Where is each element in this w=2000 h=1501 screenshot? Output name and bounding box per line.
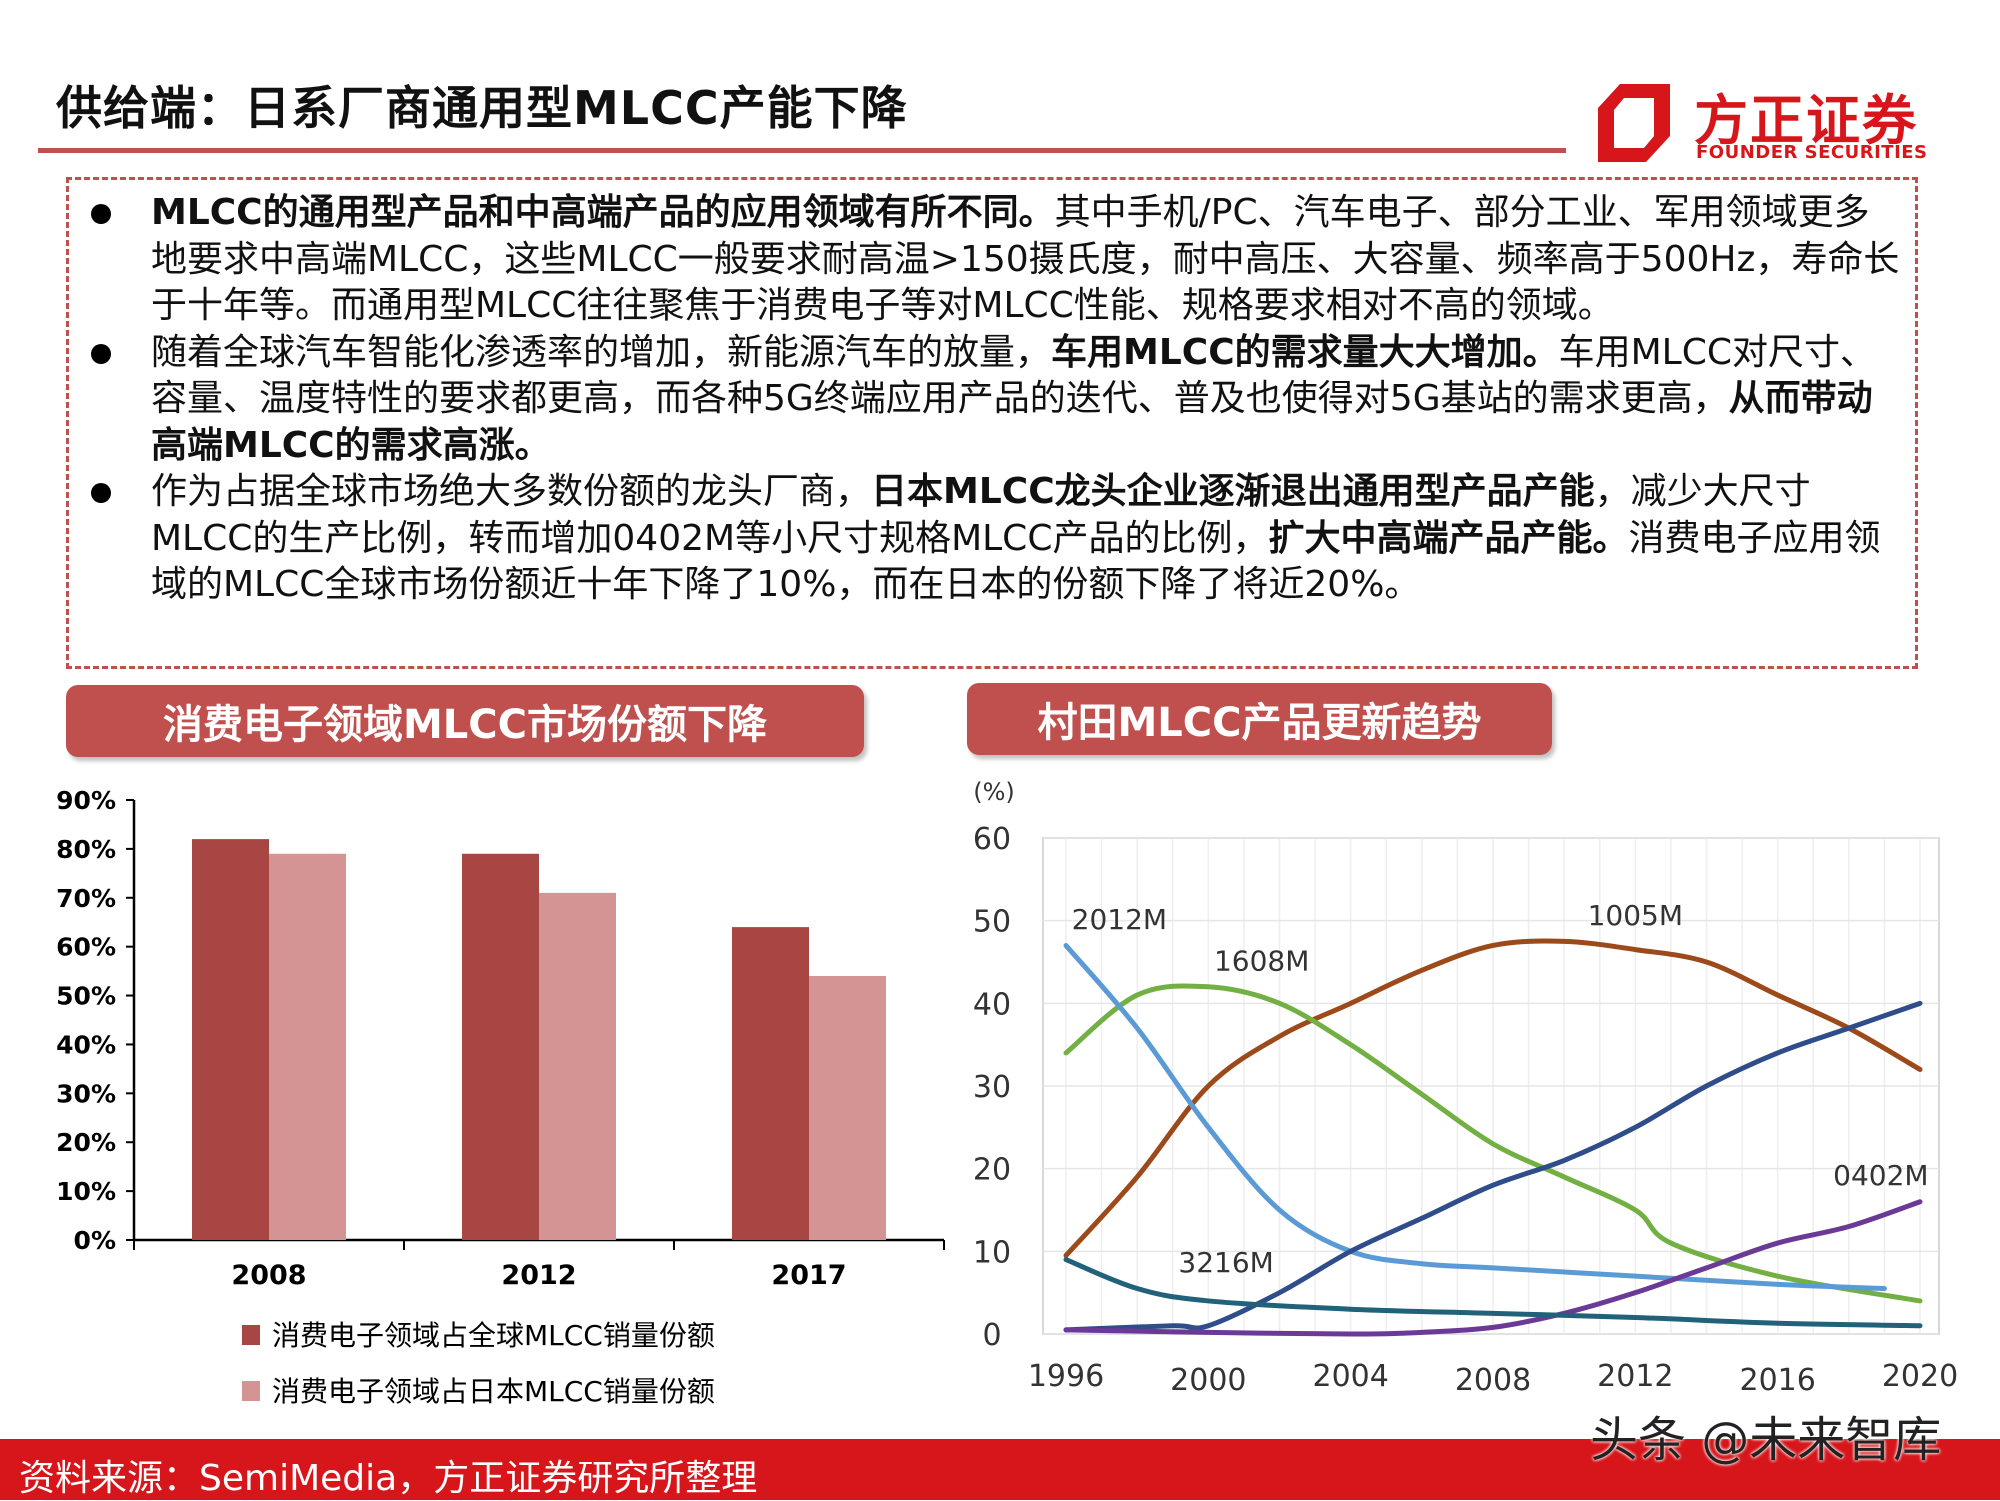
title-underline <box>38 148 1566 153</box>
bullet-dot-icon <box>91 204 111 224</box>
x-tick-label: 2008 <box>231 1260 306 1291</box>
x-tick-label: 2016 <box>1739 1363 1815 1398</box>
y-tick-label: 10% <box>56 1177 116 1206</box>
bullet-dot-icon <box>91 343 111 364</box>
x-tick-label: 2020 <box>1882 1359 1958 1394</box>
legend-label: 消费电子领域占全球MLCC销量份额 <box>272 1319 715 1352</box>
x-tick-label: 2012 <box>501 1260 576 1291</box>
page-title: 供给端：日系厂商通用型MLCC产能下降 <box>56 81 908 135</box>
section-title-right: 村田MLCC产品更新趋势 <box>967 683 1552 755</box>
y-tick-label: 50% <box>56 982 116 1011</box>
y-tick-label: 80% <box>56 835 116 864</box>
body-text: 其中手机/PC、汽车电子、部分工业、军用领域更多地要求中高端MLCC，这些MLC… <box>151 192 1900 326</box>
bold-text: 车用MLCC的需求量大大增加。 <box>1051 331 1559 373</box>
bar-2012-series-1 <box>539 892 616 1240</box>
footer-bar: 资料来源：SemiMedia，方正证券研究所整理 <box>0 1439 2000 1500</box>
y-tick-label: 0 <box>982 1318 1001 1353</box>
y-tick-label: 20 <box>973 1153 1011 1188</box>
body-text: 作为占据全球市场绝大多数份额的龙头厂商， <box>151 471 872 512</box>
y-tick-label: 10 <box>973 1235 1011 1270</box>
bar-2012-series-0 <box>462 853 539 1240</box>
series-label: 1608M <box>1214 944 1309 977</box>
bold-text: 扩大中高端产品产能。 <box>1268 517 1629 559</box>
bullet-dot-icon <box>91 483 111 503</box>
y-tick-label: 20% <box>56 1128 116 1157</box>
y-tick-label: 60% <box>56 933 116 962</box>
source-note: 资料来源：SemiMedia，方正证券研究所整理 <box>19 1458 758 1499</box>
y-tick-label: 40 <box>973 987 1011 1022</box>
bold-text: 日本MLCC龙头企业逐渐退出通用型产品产能 <box>871 471 1595 512</box>
x-tick-label: 2017 <box>771 1260 846 1291</box>
y-tick-label: 30% <box>56 1079 116 1108</box>
series-line-1608M <box>1063 983 1923 1304</box>
bullet-item: 作为占据全球市场绝大多数份额的龙头厂商，日本MLCC龙头企业逐渐退出通用型产品产… <box>85 469 1900 609</box>
section-title-left: 消费电子领域MLCC市场份额下降 <box>66 685 864 757</box>
series-label: 3216M <box>1178 1246 1273 1279</box>
logo-mark-icon <box>1598 84 1670 162</box>
bar-2017-series-0 <box>732 927 809 1240</box>
bold-text: 从而带动高端MLCC的需求高涨。 <box>151 378 1873 466</box>
x-tick-label: 2004 <box>1312 1359 1388 1394</box>
series-line-unlabeled <box>1063 1000 1923 1333</box>
x-tick-label: 2012 <box>1597 1359 1673 1394</box>
y-tick-label: 40% <box>56 1030 116 1059</box>
line-chart: 0 10 20 30 40 50 60 (%) 1996 2000 2004 2008 2012 2016… <box>973 778 1958 1398</box>
series-label: 1005M <box>1588 899 1683 932</box>
series-line-3216M <box>1063 1257 1923 1329</box>
x-tick-label: 2008 <box>1455 1363 1531 1398</box>
watermark: 头条 @未来智库 <box>1590 1412 1942 1468</box>
bullet-item: MLCC的通用型产品和中高端产品的应用领域有所不同。其中手机/PC、汽车电子、部… <box>85 190 1900 330</box>
series-label: 2012M <box>1072 903 1167 936</box>
bar-2008-series-0 <box>192 839 269 1240</box>
logo-text-cn: 方正证券 <box>1694 89 1918 152</box>
y-tick-label: 90% <box>56 786 116 815</box>
x-tick-label: 2000 <box>1170 1363 1246 1398</box>
bar-2017-series-1 <box>809 976 886 1240</box>
y-axis-unit: (%) <box>973 778 1015 806</box>
x-tick-label: 1996 <box>1028 1359 1104 1394</box>
y-tick-label: 30 <box>973 1070 1011 1105</box>
legend-swatch <box>242 1381 260 1401</box>
founder-securities-logo: 方正证券 FOUNDER SECURITIES <box>1598 76 1928 166</box>
y-tick-label: 0% <box>74 1226 116 1255</box>
bar-chart: 0% 10% 20% 30% 40% 50% 60% 70% 80% 90% 2008 2012 201… <box>56 786 945 1408</box>
y-tick-label: 60 <box>973 822 1011 857</box>
y-tick-label: 50 <box>973 905 1011 940</box>
y-tick-label: 70% <box>56 884 116 913</box>
body-text: 消费电子应用领域的MLCC全球市场份额近十年下降了10%，而在日本的份额下降了将… <box>151 517 1881 606</box>
summary-box <box>66 177 1918 669</box>
bullet-item: 随着全球汽车智能化渗透率的增加，新能源汽车的放量，车用MLCC的需求量大大增加。… <box>85 330 1900 470</box>
logo-text-en: FOUNDER SECURITIES <box>1696 142 1928 163</box>
bar-2008-series-1 <box>269 853 346 1240</box>
series-line-2012M <box>1063 942 1887 1292</box>
bullet-list: MLCC的通用型产品和中高端产品的应用领域有所不同。其中手机/PC、汽车电子、部… <box>85 190 1900 609</box>
legend-label: 消费电子领域占日本MLCC销量份额 <box>272 1375 715 1408</box>
body-text: 随着全球汽车智能化渗透率的增加，新能源汽车的放量， <box>151 331 1052 373</box>
series-label: 0402M <box>1833 1159 1928 1192</box>
body-text: ，减少大尺寸MLCC的生产比例，转而增加0402M等小尺寸规格MLCC产品的比例… <box>151 471 1811 559</box>
bold-text: MLCC的通用型产品和中高端产品的应用领域有所不同。 <box>151 192 1055 233</box>
legend-swatch <box>242 1325 260 1345</box>
series-line-1005M <box>1063 938 1923 1258</box>
body-text: 车用MLCC对尺寸、容量、温度特性的要求都更高，而各种5G终端应用产品的迭代、普… <box>151 331 1877 420</box>
